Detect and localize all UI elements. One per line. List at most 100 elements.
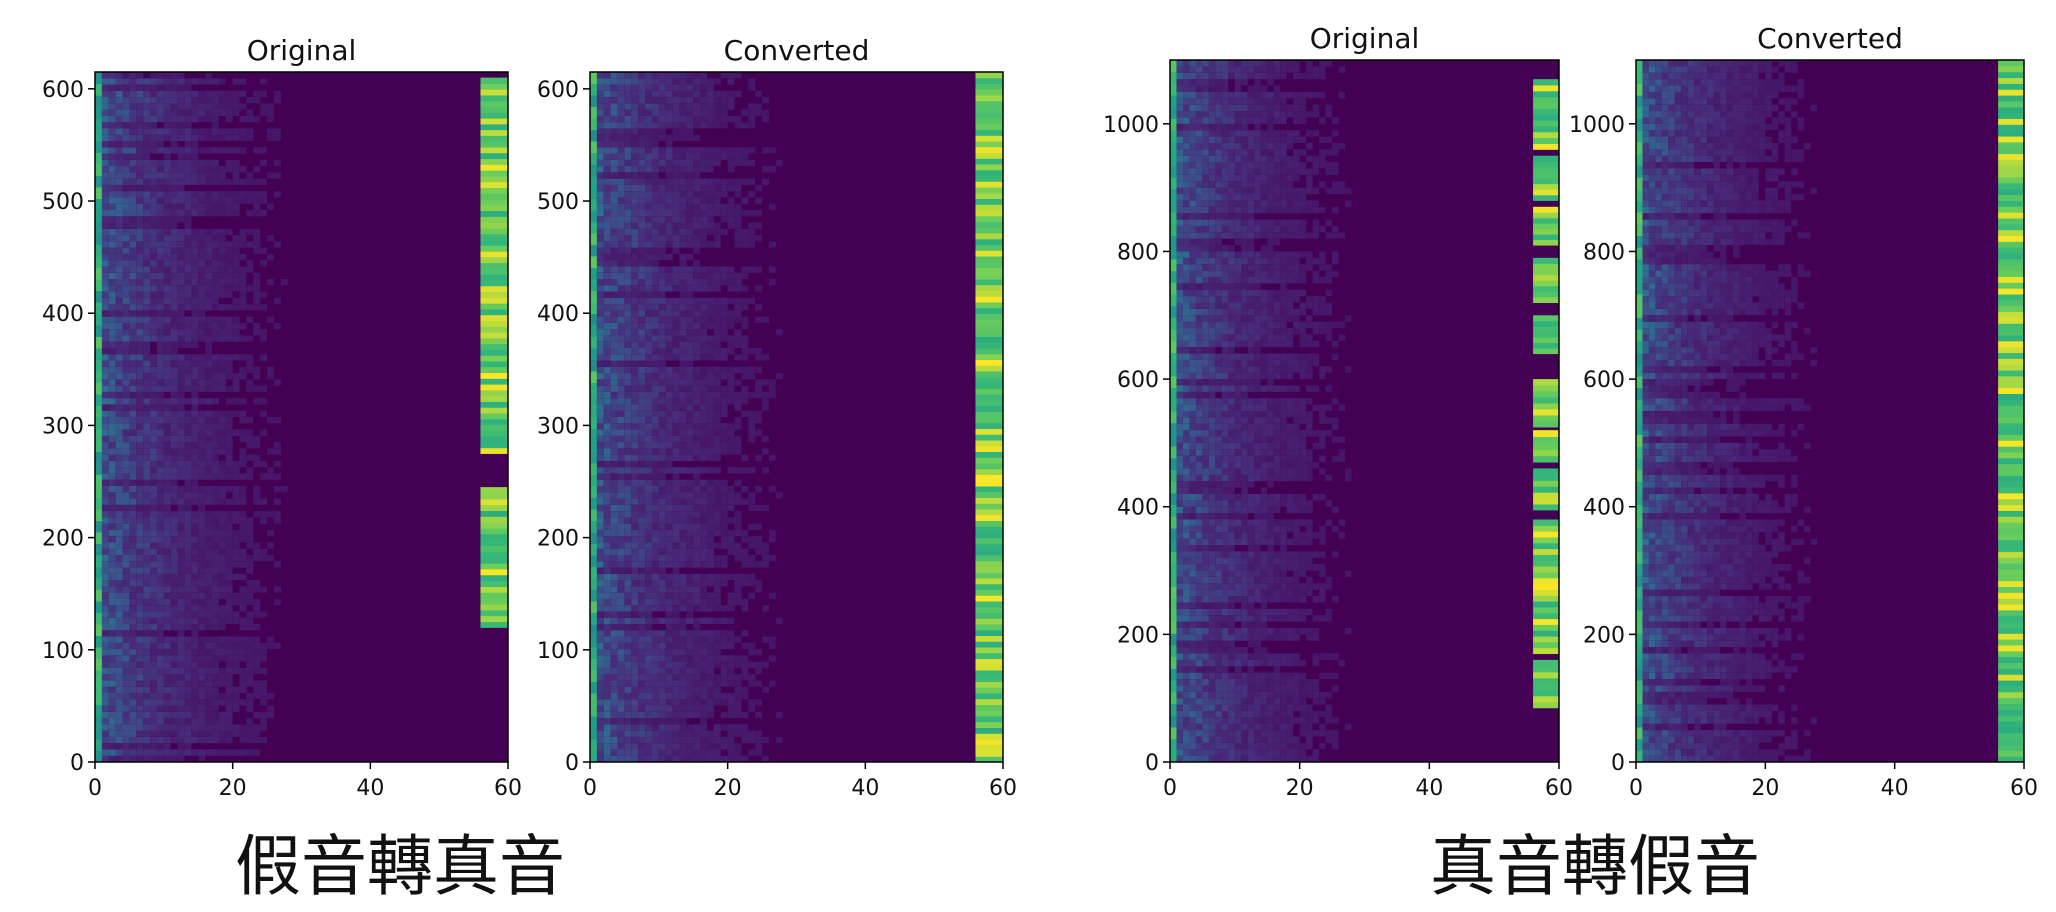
heatmap-cell xyxy=(115,159,123,167)
heatmap-cell xyxy=(603,504,611,512)
heatmap-cell xyxy=(658,97,666,104)
heatmap-cell xyxy=(603,617,611,624)
heatmap-cell xyxy=(631,460,639,468)
high-band-cell xyxy=(480,621,508,628)
heatmap-cell xyxy=(218,304,226,311)
heatmap-cell xyxy=(700,492,708,499)
heatmap-cell xyxy=(115,655,123,662)
high-band-cell xyxy=(975,302,1003,309)
heatmap-cell xyxy=(150,310,157,317)
heatmap-cell xyxy=(143,253,151,261)
heatmap-cell xyxy=(177,423,185,430)
heatmap-cell xyxy=(617,686,625,693)
heatmap-cell xyxy=(143,210,151,217)
high-band-cell xyxy=(975,480,1003,487)
heatmap-cell xyxy=(115,316,123,323)
heatmap-cell xyxy=(198,197,206,204)
heatmap-cell xyxy=(198,297,206,305)
heatmap-cell xyxy=(232,304,240,311)
heatmap-cell xyxy=(741,736,749,744)
heatmap-cell xyxy=(150,523,157,530)
heatmap-cell xyxy=(253,329,261,336)
heatmap-cell xyxy=(755,410,763,417)
feature-band-cell xyxy=(95,244,102,257)
feature-band-cell xyxy=(95,451,102,464)
heatmap-cell xyxy=(713,228,721,236)
heatmap-cell xyxy=(679,391,687,399)
heatmap-cell xyxy=(184,235,192,242)
heatmap-cell xyxy=(150,561,157,568)
heatmap-cell xyxy=(115,379,123,386)
heatmap-cell xyxy=(136,743,144,750)
heatmap-cell xyxy=(768,529,776,537)
heatmap-cell xyxy=(658,486,666,493)
heatmap-cell xyxy=(700,661,708,668)
high-band-cell xyxy=(975,267,1003,274)
heatmap-cell xyxy=(170,172,178,179)
heatmap-cell xyxy=(603,260,611,267)
heatmap-cell xyxy=(225,304,233,311)
heatmap-cell xyxy=(665,680,673,687)
heatmap-cell xyxy=(156,435,164,443)
heatmap-cell xyxy=(679,285,687,292)
heatmap-cell xyxy=(184,78,192,85)
heatmap-cell xyxy=(225,335,233,342)
heatmap-cell xyxy=(170,592,178,599)
heatmap-cell xyxy=(191,661,199,668)
heatmap-cell xyxy=(150,693,157,700)
heatmap-cell xyxy=(246,749,254,756)
heatmap-cell xyxy=(617,197,625,204)
heatmap-cell xyxy=(672,680,680,687)
heatmap-cell xyxy=(184,90,192,98)
heatmap-cell xyxy=(734,586,742,593)
heatmap-cell xyxy=(624,241,632,248)
heatmap-cell xyxy=(108,649,116,656)
heatmap-cell xyxy=(631,655,639,662)
heatmap-cell xyxy=(638,279,646,286)
heatmap-cell xyxy=(101,580,109,587)
heatmap-cell xyxy=(672,366,680,374)
heatmap-cell xyxy=(713,348,721,355)
heatmap-cell xyxy=(143,279,151,286)
heatmap-cell xyxy=(624,435,632,443)
heatmap-cell xyxy=(727,391,735,399)
heatmap-cell xyxy=(253,228,261,236)
heatmap-cell xyxy=(686,536,694,543)
heatmap-cell xyxy=(170,642,178,650)
heatmap-cell xyxy=(212,718,219,725)
heatmap-cell xyxy=(108,435,116,443)
heatmap-cell xyxy=(170,542,178,549)
heatmap-cell xyxy=(734,674,742,681)
heatmap-cell xyxy=(170,310,178,317)
heatmap-cell xyxy=(143,667,151,675)
heatmap-cell xyxy=(700,178,708,185)
heatmap-cell xyxy=(617,479,625,486)
heatmap-cell xyxy=(191,159,199,167)
heatmap-cell xyxy=(218,580,226,587)
heatmap-cell xyxy=(115,260,123,267)
heatmap-cell xyxy=(232,379,240,386)
heatmap-cell xyxy=(596,586,604,593)
heatmap-cell xyxy=(672,655,680,662)
heatmap-cell xyxy=(651,573,659,581)
heatmap-cell xyxy=(150,724,157,731)
heatmap-cell xyxy=(246,592,254,599)
heatmap-cell xyxy=(631,322,639,330)
heatmap-cell xyxy=(638,699,646,706)
heatmap-cell xyxy=(658,680,666,687)
high-band-cell xyxy=(975,635,1003,642)
heatmap-cell xyxy=(225,718,233,725)
heatmap-cell xyxy=(755,504,763,512)
heatmap-cell xyxy=(122,548,130,555)
heatmap-cell xyxy=(253,291,261,298)
heatmap-cell xyxy=(617,511,625,518)
heatmap-cell xyxy=(170,90,178,98)
heatmap-cell xyxy=(720,210,728,217)
heatmap-cell xyxy=(672,134,680,141)
heatmap-cell xyxy=(212,573,219,581)
heatmap-cell xyxy=(163,423,171,430)
heatmap-cell xyxy=(748,523,756,530)
heatmap-cell xyxy=(700,655,708,662)
heatmap-cell xyxy=(198,435,206,443)
heatmap-cell xyxy=(665,310,673,317)
